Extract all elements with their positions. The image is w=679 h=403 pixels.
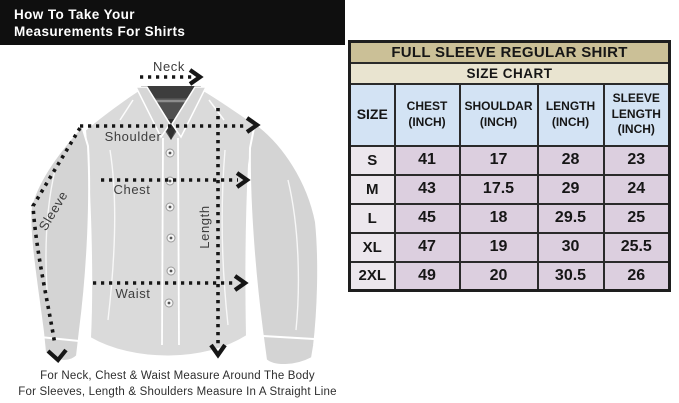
shirt-measurement-diagram: Neck Shoulder Chest Waist Length Sleeve [29, 59, 320, 366]
chest-arrow-icon [235, 171, 251, 189]
chest-cell: 41 [393, 144, 461, 176]
sleeve-arrow-icon [46, 348, 68, 364]
shoulder-cell: 17 [458, 144, 539, 176]
chest-cell: 47 [393, 231, 461, 263]
col-header-sleeve-length: SLEEVE LENGTH (INCH) [602, 82, 671, 147]
size-cell: XL [348, 231, 396, 263]
sleeve-length-cell: 24 [602, 173, 671, 205]
chest-cell: 45 [393, 202, 461, 234]
sleeve-length-cell: 23 [602, 144, 671, 176]
size-cell: M [348, 173, 396, 205]
table-title-row: FULL SLEEVE REGULAR SHIRT [348, 40, 671, 64]
neck-label: Neck [153, 59, 185, 74]
shoulder-arrow-icon [245, 116, 261, 134]
measurement-lines [31, 68, 261, 364]
sleeve-length-cell: 26 [602, 260, 671, 292]
sleeve-length-cell: 25.5 [602, 231, 671, 263]
caption-line-1: For Neck, Chest & Waist Measure Around T… [40, 370, 315, 382]
banner-title-line1: How To Take Your [14, 7, 135, 22]
length-cell: 29.5 [536, 202, 605, 234]
table-title: FULL SLEEVE REGULAR SHIRT [348, 40, 671, 64]
size-cell: S [348, 144, 396, 176]
size-cell: L [348, 202, 396, 234]
shirt-illustration [29, 86, 320, 366]
col-header-size: SIZE [348, 82, 396, 147]
sleeve-length-cell: 25 [602, 202, 671, 234]
shoulder-cell: 17.5 [458, 173, 539, 205]
chest-label: Chest [114, 182, 151, 197]
length-cell: 30.5 [536, 260, 605, 292]
shoulder-label: Shoulder [105, 129, 162, 144]
shoulder-cell: 18 [458, 202, 539, 234]
waist-label: Waist [115, 286, 150, 301]
table-row: L 45 18 29.5 25 [348, 202, 671, 234]
size-chart-table: FULL SLEEVE REGULAR SHIRT SIZE CHART SIZ… [348, 40, 672, 292]
col-header-chest: CHEST (INCH) [393, 82, 461, 147]
measurement-instructions: For Neck, Chest & Waist Measure Around T… [0, 369, 355, 400]
length-label: Length [197, 205, 212, 248]
table-row: S 41 17 28 23 [348, 144, 671, 176]
chest-cell: 43 [393, 173, 461, 205]
length-cell: 28 [536, 144, 605, 176]
sleeve-measure-line [31, 127, 82, 346]
title-banner: How To Take Your Measurements For Shirts [0, 0, 345, 45]
size-cell: 2XL [348, 260, 396, 292]
chest-cell: 49 [393, 260, 461, 292]
length-cell: 29 [536, 173, 605, 205]
neck-arrow-icon [188, 68, 204, 86]
col-header-length: LENGTH (INCH) [536, 82, 605, 147]
caption-line-2: For Sleeves, Length & Shoulders Measure … [18, 385, 337, 398]
length-cell: 30 [536, 231, 605, 263]
table-header-row: SIZE CHEST (INCH) SHOULDAR (INCH) LENGTH… [348, 82, 671, 147]
col-header-shoulder: SHOULDAR (INCH) [458, 82, 539, 147]
table-subtitle: SIZE CHART [348, 61, 671, 85]
banner-title-line2: Measurements For Shirts [14, 23, 186, 39]
shoulder-cell: 19 [458, 231, 539, 263]
table-subtitle-row: SIZE CHART [348, 61, 671, 85]
table-row: XL 47 19 30 25.5 [348, 231, 671, 263]
waist-arrow-icon [233, 274, 249, 292]
length-arrow-icon [209, 343, 227, 359]
table-row: M 43 17.5 29 24 [348, 173, 671, 205]
shoulder-cell: 20 [458, 260, 539, 292]
table-row: 2XL 49 20 30.5 26 [348, 260, 671, 292]
